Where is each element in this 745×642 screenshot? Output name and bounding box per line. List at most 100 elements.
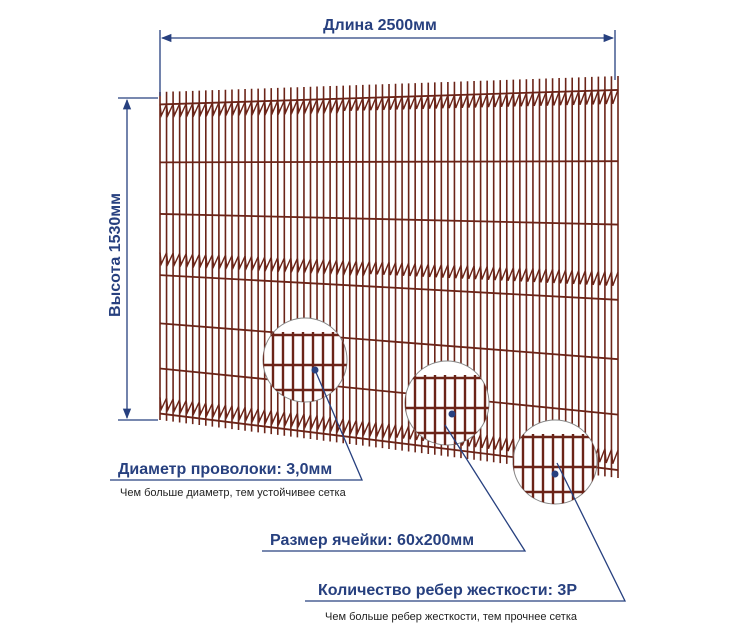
- fold: [571, 90, 580, 106]
- fold: [231, 101, 240, 117]
- fold: [486, 435, 495, 449]
- fold: [322, 416, 331, 432]
- fold: [257, 256, 266, 272]
- fold: [303, 413, 312, 430]
- fold: [434, 95, 442, 109]
- fold: [250, 101, 259, 116]
- fold: [290, 258, 299, 273]
- fold: [342, 98, 351, 112]
- fold: [532, 92, 541, 107]
- fold: [368, 261, 377, 275]
- fold: [355, 260, 364, 277]
- fold: [447, 264, 456, 279]
- fold: [499, 93, 508, 108]
- fold: [159, 103, 168, 119]
- fold: [427, 263, 436, 278]
- height-label: Высота 1530мм: [107, 193, 124, 317]
- fold: [185, 103, 194, 118]
- leader-line: [110, 369, 363, 481]
- fold: [218, 254, 227, 270]
- fold: [362, 97, 371, 111]
- fold: [538, 91, 547, 106]
- fold: [342, 260, 351, 276]
- fold: [224, 404, 233, 420]
- fold: [178, 399, 187, 415]
- fold: [335, 260, 344, 276]
- fold: [224, 255, 233, 270]
- fold: [558, 269, 567, 284]
- fold: [303, 99, 312, 115]
- fold: [604, 448, 613, 464]
- fold: [231, 405, 240, 421]
- fold: [551, 91, 560, 106]
- fold: [388, 96, 397, 110]
- fold: [198, 254, 207, 269]
- fold: [342, 418, 351, 435]
- fold: [421, 263, 429, 277]
- fold: [401, 262, 410, 276]
- callout-note: Чем больше диаметр, тем устойчивее сетка: [120, 487, 347, 499]
- fold: [257, 408, 266, 424]
- fold: [283, 100, 292, 116]
- fold: [211, 102, 220, 117]
- fold: [159, 397, 168, 412]
- fold: [453, 94, 462, 109]
- fold: [394, 96, 403, 110]
- fold: [532, 268, 541, 283]
- fold: [414, 263, 423, 277]
- fold: [178, 253, 187, 268]
- fold: [263, 409, 272, 425]
- fold: [610, 271, 619, 287]
- fold: [322, 259, 331, 275]
- length-label: Длина 2500мм: [323, 17, 437, 34]
- fold: [506, 437, 514, 452]
- fold: [165, 252, 174, 267]
- fold: [551, 269, 560, 284]
- fold: [584, 90, 593, 105]
- fold: [185, 400, 194, 415]
- fold: [401, 425, 410, 439]
- fold: [381, 261, 390, 276]
- fold: [506, 267, 514, 281]
- fold: [610, 89, 619, 105]
- fold: [499, 436, 508, 451]
- fold: [466, 94, 475, 108]
- fold: [172, 253, 181, 268]
- fold: [407, 96, 416, 110]
- fold: [447, 94, 456, 109]
- fold: [237, 406, 246, 422]
- fold: [512, 267, 521, 282]
- fold: [578, 270, 586, 285]
- magnifiers: [262, 317, 598, 505]
- fold: [198, 102, 207, 118]
- fold: [218, 404, 227, 419]
- fold: [192, 253, 200, 269]
- fold: [270, 100, 279, 116]
- fold: [316, 98, 325, 115]
- fold: [244, 256, 253, 271]
- fold: [591, 270, 600, 286]
- fold: [499, 266, 508, 281]
- fold: [597, 90, 606, 105]
- marker-dot: [551, 470, 559, 478]
- magnified-mesh: [513, 434, 597, 504]
- callout-title: Диаметр проволоки: 3,0мм: [118, 461, 332, 478]
- leader-line: [262, 424, 527, 552]
- fold: [394, 262, 403, 276]
- fold: [381, 423, 390, 439]
- fold: [283, 411, 292, 427]
- fold: [172, 103, 181, 118]
- fold: [519, 92, 528, 107]
- fold: [492, 435, 501, 450]
- fold: [178, 103, 187, 118]
- fold: [375, 422, 384, 438]
- magnified-mesh: [405, 375, 489, 445]
- fold: [165, 398, 174, 413]
- fold: [414, 95, 423, 110]
- fold: [159, 252, 168, 267]
- fold: [257, 100, 266, 116]
- callout-title: Количество ребер жесткости: 3Р: [318, 582, 577, 599]
- fold: [545, 91, 554, 106]
- fold: [355, 420, 364, 436]
